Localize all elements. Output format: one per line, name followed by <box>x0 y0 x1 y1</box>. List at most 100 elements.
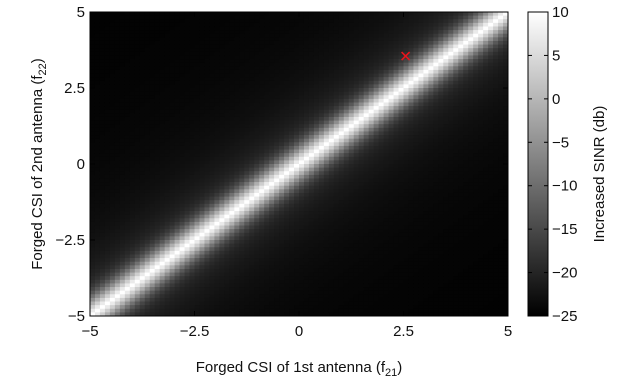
heatmap-cell <box>378 214 385 219</box>
heatmap-cell <box>308 59 315 64</box>
heatmap-cell <box>363 221 370 227</box>
heatmap-cell <box>378 182 385 187</box>
heatmap-cell <box>184 149 191 154</box>
heatmap-cell <box>368 153 375 158</box>
heatmap-cell <box>244 225 250 230</box>
heatmap-cell <box>189 305 196 310</box>
heatmap-cell <box>154 265 161 270</box>
heatmap-cell <box>189 48 196 53</box>
heatmap-cell <box>154 88 161 93</box>
heatmap-cell <box>274 91 280 96</box>
heatmap-cell <box>219 189 225 194</box>
heatmap-cell <box>353 229 360 234</box>
heatmap-cell <box>184 48 191 53</box>
heatmap-cell <box>209 294 216 299</box>
heatmap-cell <box>209 131 216 136</box>
heatmap-cell <box>194 203 201 209</box>
heatmap-cell <box>134 127 141 133</box>
heatmap-cell <box>269 135 275 140</box>
heatmap-cell <box>368 287 375 292</box>
heatmap-cell <box>294 211 300 216</box>
heatmap-cell <box>194 135 201 140</box>
heatmap-cell <box>383 80 390 85</box>
heatmap-cell <box>204 254 211 259</box>
heatmap-cell <box>179 120 186 125</box>
heatmap-cell <box>299 200 305 205</box>
heatmap-cell <box>368 232 375 237</box>
heatmap-cell <box>179 69 186 75</box>
heatmap-cell <box>363 62 370 67</box>
heatmap-cell <box>189 225 196 230</box>
heatmap-cell <box>383 12 390 17</box>
heatmap-cell <box>224 120 230 125</box>
heatmap-cell <box>303 301 310 306</box>
heatmap-cell <box>373 40 380 46</box>
heatmap-cell <box>99 211 106 216</box>
heatmap-cell <box>224 250 230 256</box>
heatmap-cell <box>368 142 375 147</box>
heatmap-cell <box>229 66 235 71</box>
heatmap-cell <box>99 15 106 20</box>
heatmap-cell <box>189 12 196 17</box>
heatmap-cell <box>134 15 141 20</box>
heatmap-cell <box>274 164 280 169</box>
heatmap-cell <box>124 44 131 49</box>
heatmap-cell <box>219 66 225 71</box>
heatmap-cell <box>239 268 245 274</box>
heatmap-cell <box>114 182 121 187</box>
heatmap-cell <box>274 142 280 147</box>
heatmap-cell <box>313 196 320 201</box>
heatmap-cell <box>219 127 225 133</box>
heatmap-cell <box>159 287 166 292</box>
heatmap-cell <box>368 254 375 259</box>
heatmap-cell <box>104 203 111 209</box>
heatmap-cell <box>99 283 106 288</box>
heatmap-cell <box>279 174 285 180</box>
heatmap-cell <box>338 80 345 85</box>
heatmap-cell <box>338 211 345 216</box>
heatmap-cell <box>234 203 240 209</box>
heatmap-cell <box>124 192 131 198</box>
heatmap-cell <box>174 240 181 245</box>
heatmap-cell <box>154 142 161 147</box>
heatmap-cell <box>90 124 96 129</box>
heatmap-cell <box>294 265 300 270</box>
heatmap-cell <box>109 37 116 42</box>
heatmap-cell <box>328 59 335 64</box>
heatmap-cell <box>114 192 121 198</box>
heatmap-cell <box>308 77 315 82</box>
heatmap-cell <box>229 84 235 89</box>
heatmap-cell <box>229 308 235 313</box>
heatmap-cell <box>134 59 141 64</box>
heatmap-cell <box>254 211 260 216</box>
heatmap-cell <box>328 250 335 256</box>
heatmap-cell <box>104 276 111 281</box>
heatmap-cell <box>284 156 290 161</box>
heatmap-cell <box>204 203 211 209</box>
heatmap-cell <box>209 124 216 129</box>
heatmap-cell <box>328 153 335 158</box>
heatmap-cell <box>159 192 166 198</box>
heatmap-cell <box>318 192 325 198</box>
heatmap-cell <box>249 95 255 100</box>
heatmap-cell <box>229 247 235 252</box>
heatmap-cell <box>323 211 330 216</box>
heatmap-cell <box>363 308 370 313</box>
heatmap-cell <box>284 297 290 303</box>
heatmap-cell <box>328 164 335 169</box>
heatmap-cell <box>328 312 335 316</box>
heatmap-cell <box>368 297 375 303</box>
heatmap-cell <box>239 287 245 292</box>
heatmap-cell <box>189 192 196 198</box>
heatmap-cell <box>254 261 260 266</box>
heatmap-cell <box>169 153 176 158</box>
heatmap-cell <box>189 312 196 316</box>
heatmap-cell <box>373 301 380 306</box>
heatmap-cell <box>239 203 245 209</box>
heatmap-cell <box>174 91 181 96</box>
heatmap-cell <box>249 156 255 161</box>
heatmap-cell <box>328 55 335 60</box>
heatmap-cell <box>94 109 101 114</box>
heatmap-cell <box>129 164 136 169</box>
heatmap-cell <box>353 240 360 245</box>
